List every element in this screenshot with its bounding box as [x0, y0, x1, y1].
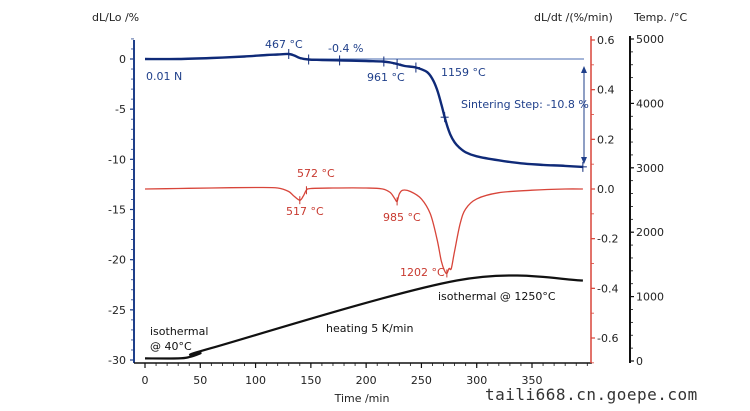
left-tick-label: -5 — [115, 103, 126, 116]
x-tick-label: 0 — [142, 374, 149, 387]
annotation-force: 0.01 N — [146, 70, 182, 83]
dldt-tick-label: -0.4 — [597, 282, 618, 295]
annotation-1202c: 1202 °C — [400, 266, 445, 279]
dldt-tick-label: 0.0 — [597, 183, 615, 196]
right-axis-temp-title: Temp. /°C — [633, 11, 688, 24]
temp-tick-label: 4000 — [636, 97, 664, 110]
annotation-572c: 572 °C — [297, 167, 335, 180]
annotation-1159c: 1159 °C — [441, 66, 486, 79]
dldt-tick-label: -0.6 — [597, 332, 618, 345]
annotation-961c: 961 °C — [367, 71, 405, 84]
dldt-tick-label: 0.6 — [597, 34, 615, 47]
x-tick-label: 350 — [522, 374, 543, 387]
annotation-467c: 467 °C — [265, 38, 303, 51]
x-axis-title: Time /min — [334, 392, 390, 405]
right-axis-dldt-title: dL/dt /(%/min) — [534, 11, 613, 24]
dldt-tick-label: 0.2 — [597, 133, 615, 146]
annotation-minus-0-4-percent: -0.4 % — [328, 42, 363, 55]
temp-tick-label: 5000 — [636, 33, 664, 46]
x-tick-label: 250 — [411, 374, 432, 387]
sintering-step-arrow — [581, 66, 587, 164]
series-dl-lo-line — [144, 52, 583, 169]
dldt-tick-label: 0.4 — [597, 84, 615, 97]
temp-tick-label: 2000 — [636, 226, 664, 239]
x-tick-label: 50 — [193, 374, 207, 387]
series-dl-dt-line — [144, 186, 583, 275]
x-tick-label: 200 — [356, 374, 377, 387]
series-temperature-line — [144, 274, 583, 360]
x-tick-label: 150 — [300, 374, 321, 387]
annotation-heating-rate: heating 5 K/min — [326, 322, 413, 335]
annotation-isothermal-1250: isothermal @ 1250°C — [438, 290, 556, 303]
x-tick-label: 300 — [466, 374, 487, 387]
annotation-985c: 985 °C — [383, 211, 421, 224]
temp-tick-label: 3000 — [636, 162, 664, 175]
left-tick-label: -20 — [108, 254, 126, 267]
left-tick-label: 0 — [119, 53, 126, 66]
left-tick-label: -25 — [108, 304, 126, 317]
temp-tick-label: 0 — [636, 355, 643, 368]
annotation-517c: 517 °C — [286, 205, 324, 218]
left-tick-label: -30 — [108, 354, 126, 367]
temp-tick-label: 1000 — [636, 291, 664, 304]
x-tick-label: 100 — [245, 374, 266, 387]
left-axis-title: dL/Lo /% — [92, 11, 139, 24]
watermark: taili668.cn.goepe.com — [485, 385, 698, 404]
annotation-isothermal-40-line1: isothermal — [150, 325, 208, 338]
annotation-isothermal-40-line2: @ 40°C — [150, 340, 192, 353]
left-tick-label: -15 — [108, 204, 126, 217]
left-tick-label: -10 — [108, 153, 126, 166]
dldt-tick-label: -0.2 — [597, 233, 618, 246]
annotation-sintering-step: Sintering Step: -10.8 % — [461, 98, 589, 111]
